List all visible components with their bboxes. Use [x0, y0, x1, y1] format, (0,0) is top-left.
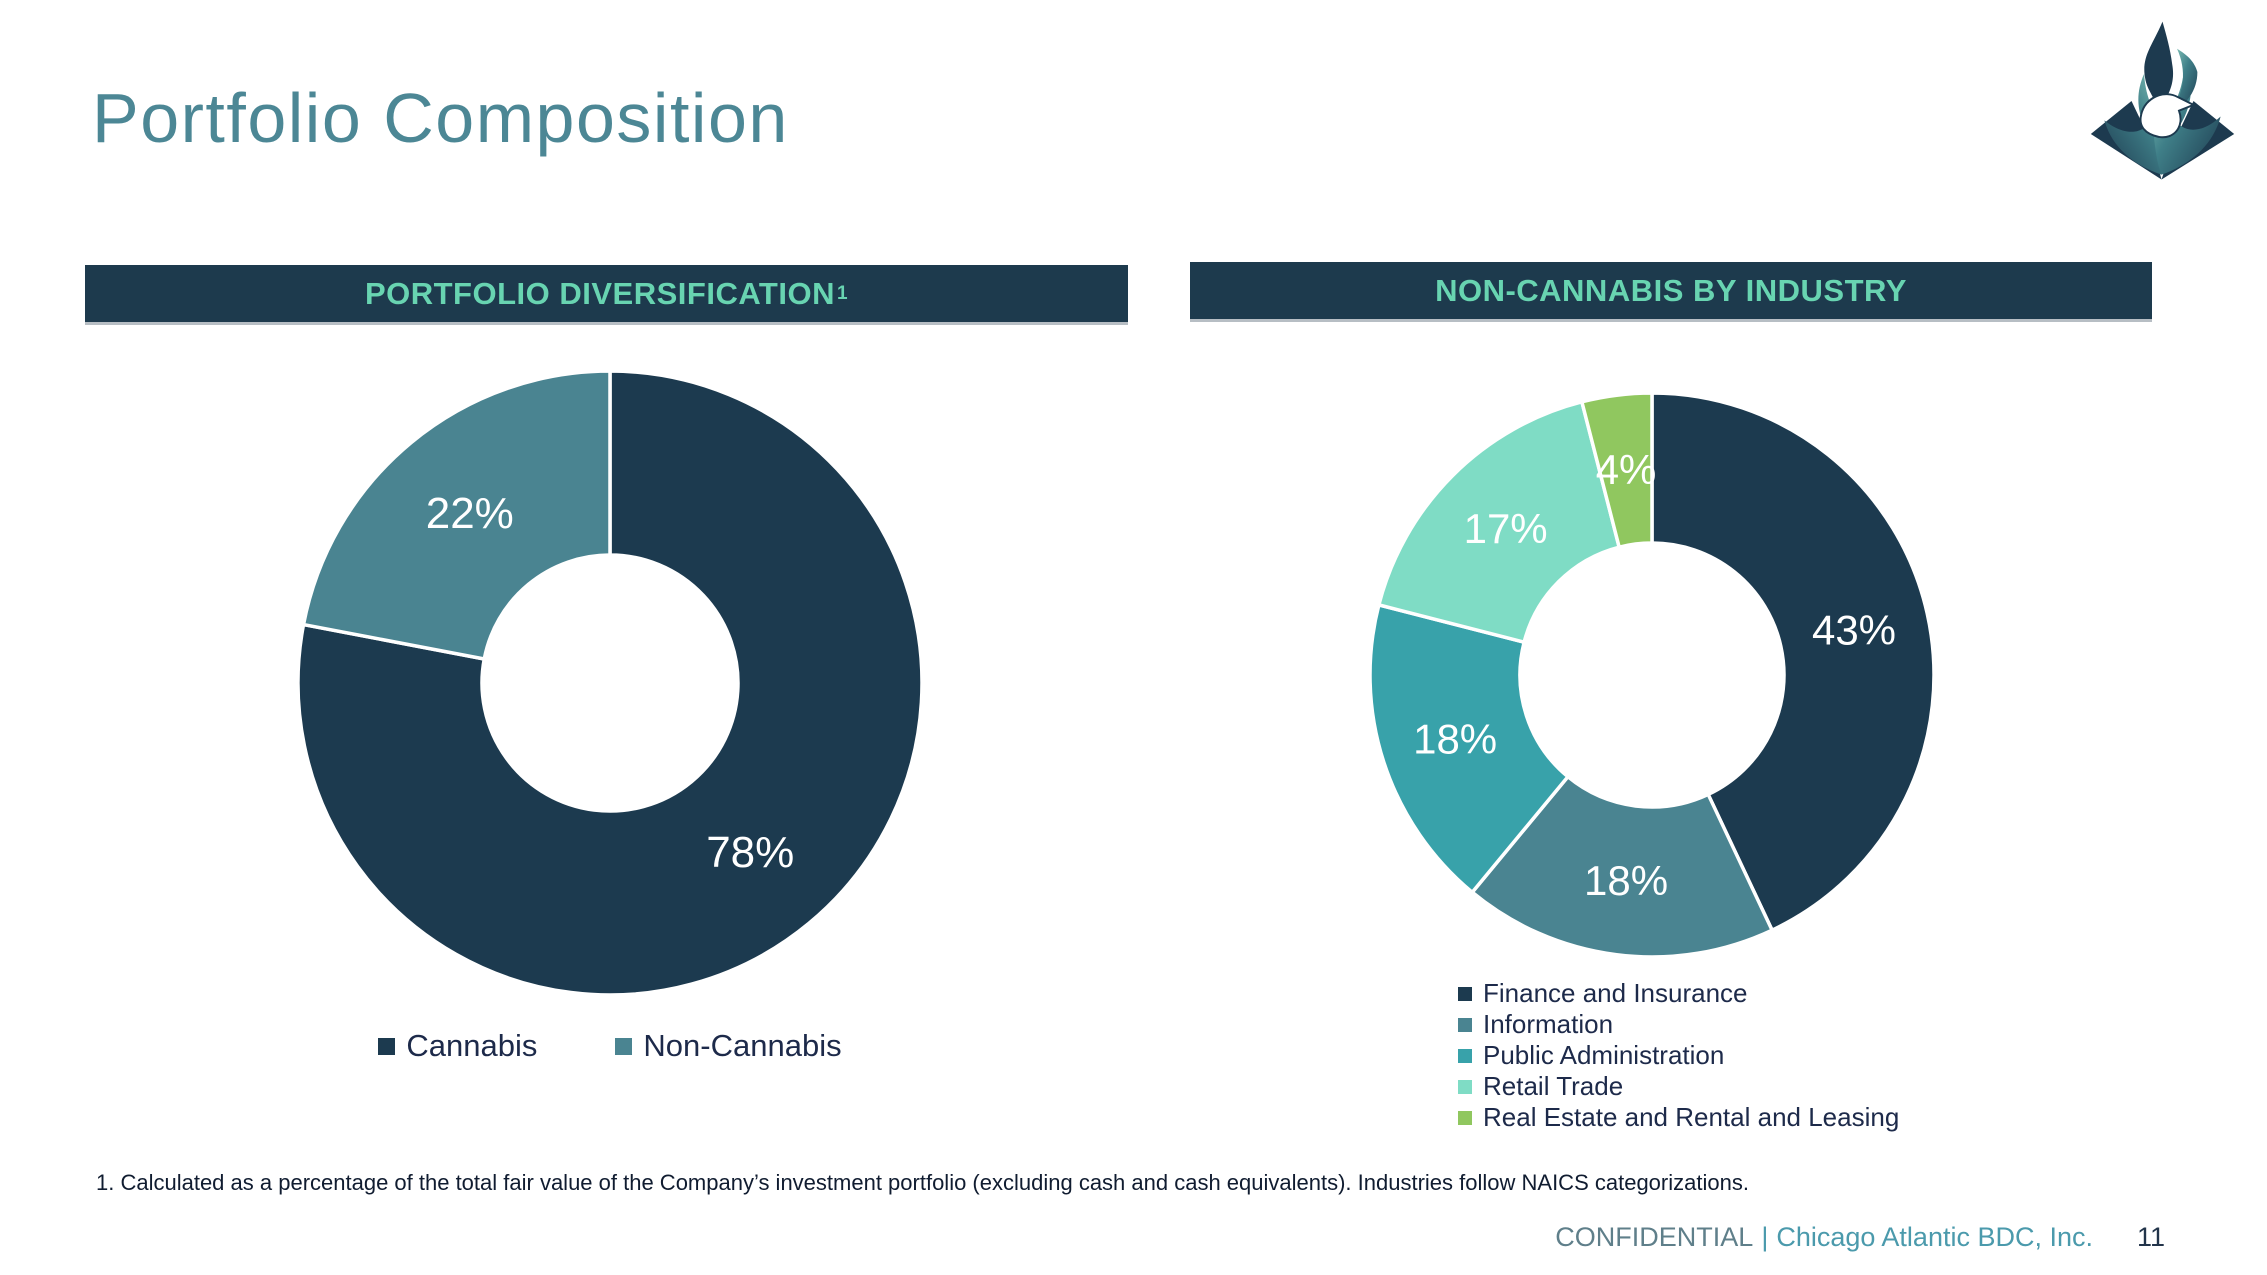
portfolio-diversification-header: PORTFOLIO DIVERSIFICATION 1: [85, 265, 1128, 325]
donut-slice-cannabis: [296, 369, 924, 997]
donut-slice-public-administration: [1368, 603, 1570, 895]
portfolio-diversification-header-text: PORTFOLIO DIVERSIFICATION: [364, 275, 835, 311]
slice-label-non-cannabis: 22%: [426, 489, 514, 538]
logo-bird: [2139, 93, 2196, 139]
non-cannabis-header-text: NON-CANNABIS BY INDUSTRY: [1435, 272, 1907, 308]
legend-item-finance-and-insurance: Finance and Insurance: [1458, 979, 1899, 1008]
legend-label-real-estate-and-rental-and-leasing: Real Estate and Rental and Leasing: [1483, 1102, 1900, 1132]
legend-label-cannabis: Cannabis: [406, 1028, 538, 1063]
slice-label-public-administration: 18%: [1413, 715, 1497, 762]
confidential-label: CONFIDENTIAL: [1555, 1222, 1754, 1252]
legend-label-information: Information: [1483, 1009, 1614, 1039]
slice-label-cannabis: 78%: [706, 828, 794, 877]
legend-label-non-cannabis: Non-Cannabis: [643, 1028, 842, 1063]
legend-swatch-information: [1458, 1017, 1472, 1032]
page-title: Portfolio Composition: [92, 79, 789, 157]
legend-item-information: Information: [1458, 1010, 1899, 1039]
legend-label-finance-and-insurance: Finance and Insurance: [1483, 978, 1748, 1008]
legend-swatch-cannabis: [378, 1037, 396, 1055]
page-number: 11: [2136, 1222, 2165, 1252]
footer: CONFIDENTIAL | Chicago Atlantic BDC, Inc.: [1555, 1222, 2093, 1253]
slice-label-retail-trade: 17%: [1464, 505, 1548, 552]
legend-swatch-non-cannabis: [615, 1037, 633, 1055]
legend-item-cannabis: Cannabis: [378, 1028, 537, 1064]
legend-item-retail-trade: Retail Trade: [1458, 1072, 1899, 1101]
donut-slice-information: [1470, 774, 1774, 959]
footnote-text: 1. Calculated as a percentage of the tot…: [96, 1170, 1749, 1195]
logo-right-wing: [2152, 56, 2221, 175]
donut-slice-non-cannabis: [301, 369, 612, 661]
slice-label-real-estate-and-rental-and-leasing: 4%: [1596, 446, 1657, 493]
non-cannabis-donut-chart: 43% 18% 18% 17% 4%: [1368, 391, 1936, 959]
donut-slice-finance-and-insurance: [1650, 391, 1936, 932]
company-name: Chicago Atlantic BDC, Inc.: [1776, 1222, 2093, 1252]
footer-separator: |: [1761, 1222, 1769, 1252]
portfolio-diversification-donut-chart: 78% 22%: [296, 369, 924, 997]
logo-inner-flame: [2170, 48, 2198, 113]
phoenix-flame-logo-icon: [2090, 21, 2235, 180]
legend-label-public-administration: Public Administration: [1483, 1040, 1725, 1070]
logo-central-flame: [2144, 21, 2174, 113]
legend-swatch-real-estate-and-rental-and-leasing: [1458, 1110, 1472, 1125]
donut-slice-real-estate-and-rental-and-leasing: [1580, 391, 1654, 549]
non-cannabis-legend: Finance and Insurance Information Public A…: [1458, 979, 1899, 1132]
legend-item-non-cannabis: Non-Cannabis: [615, 1028, 842, 1064]
legend-item-public-administration: Public Administration: [1458, 1041, 1899, 1070]
donut-slice-retail-trade: [1377, 400, 1621, 644]
non-cannabis-header: NON-CANNABIS BY INDUSTRY: [1190, 262, 2152, 322]
legend-label-retail-trade: Retail Trade: [1483, 1071, 1624, 1101]
legend-item-real-estate-and-rental-and-leasing: Real Estate and Rental and Leasing: [1458, 1103, 1899, 1132]
slice-label-information: 18%: [1584, 857, 1668, 904]
legend-swatch-finance-and-insurance: [1458, 986, 1472, 1001]
legend-swatch-retail-trade: [1458, 1079, 1472, 1094]
legend-swatch-public-administration: [1458, 1048, 1472, 1063]
portfolio-diversification-legend: Cannabis Non-Cannabis: [280, 1028, 940, 1064]
slice-label-finance-and-insurance: 43%: [1812, 606, 1896, 653]
